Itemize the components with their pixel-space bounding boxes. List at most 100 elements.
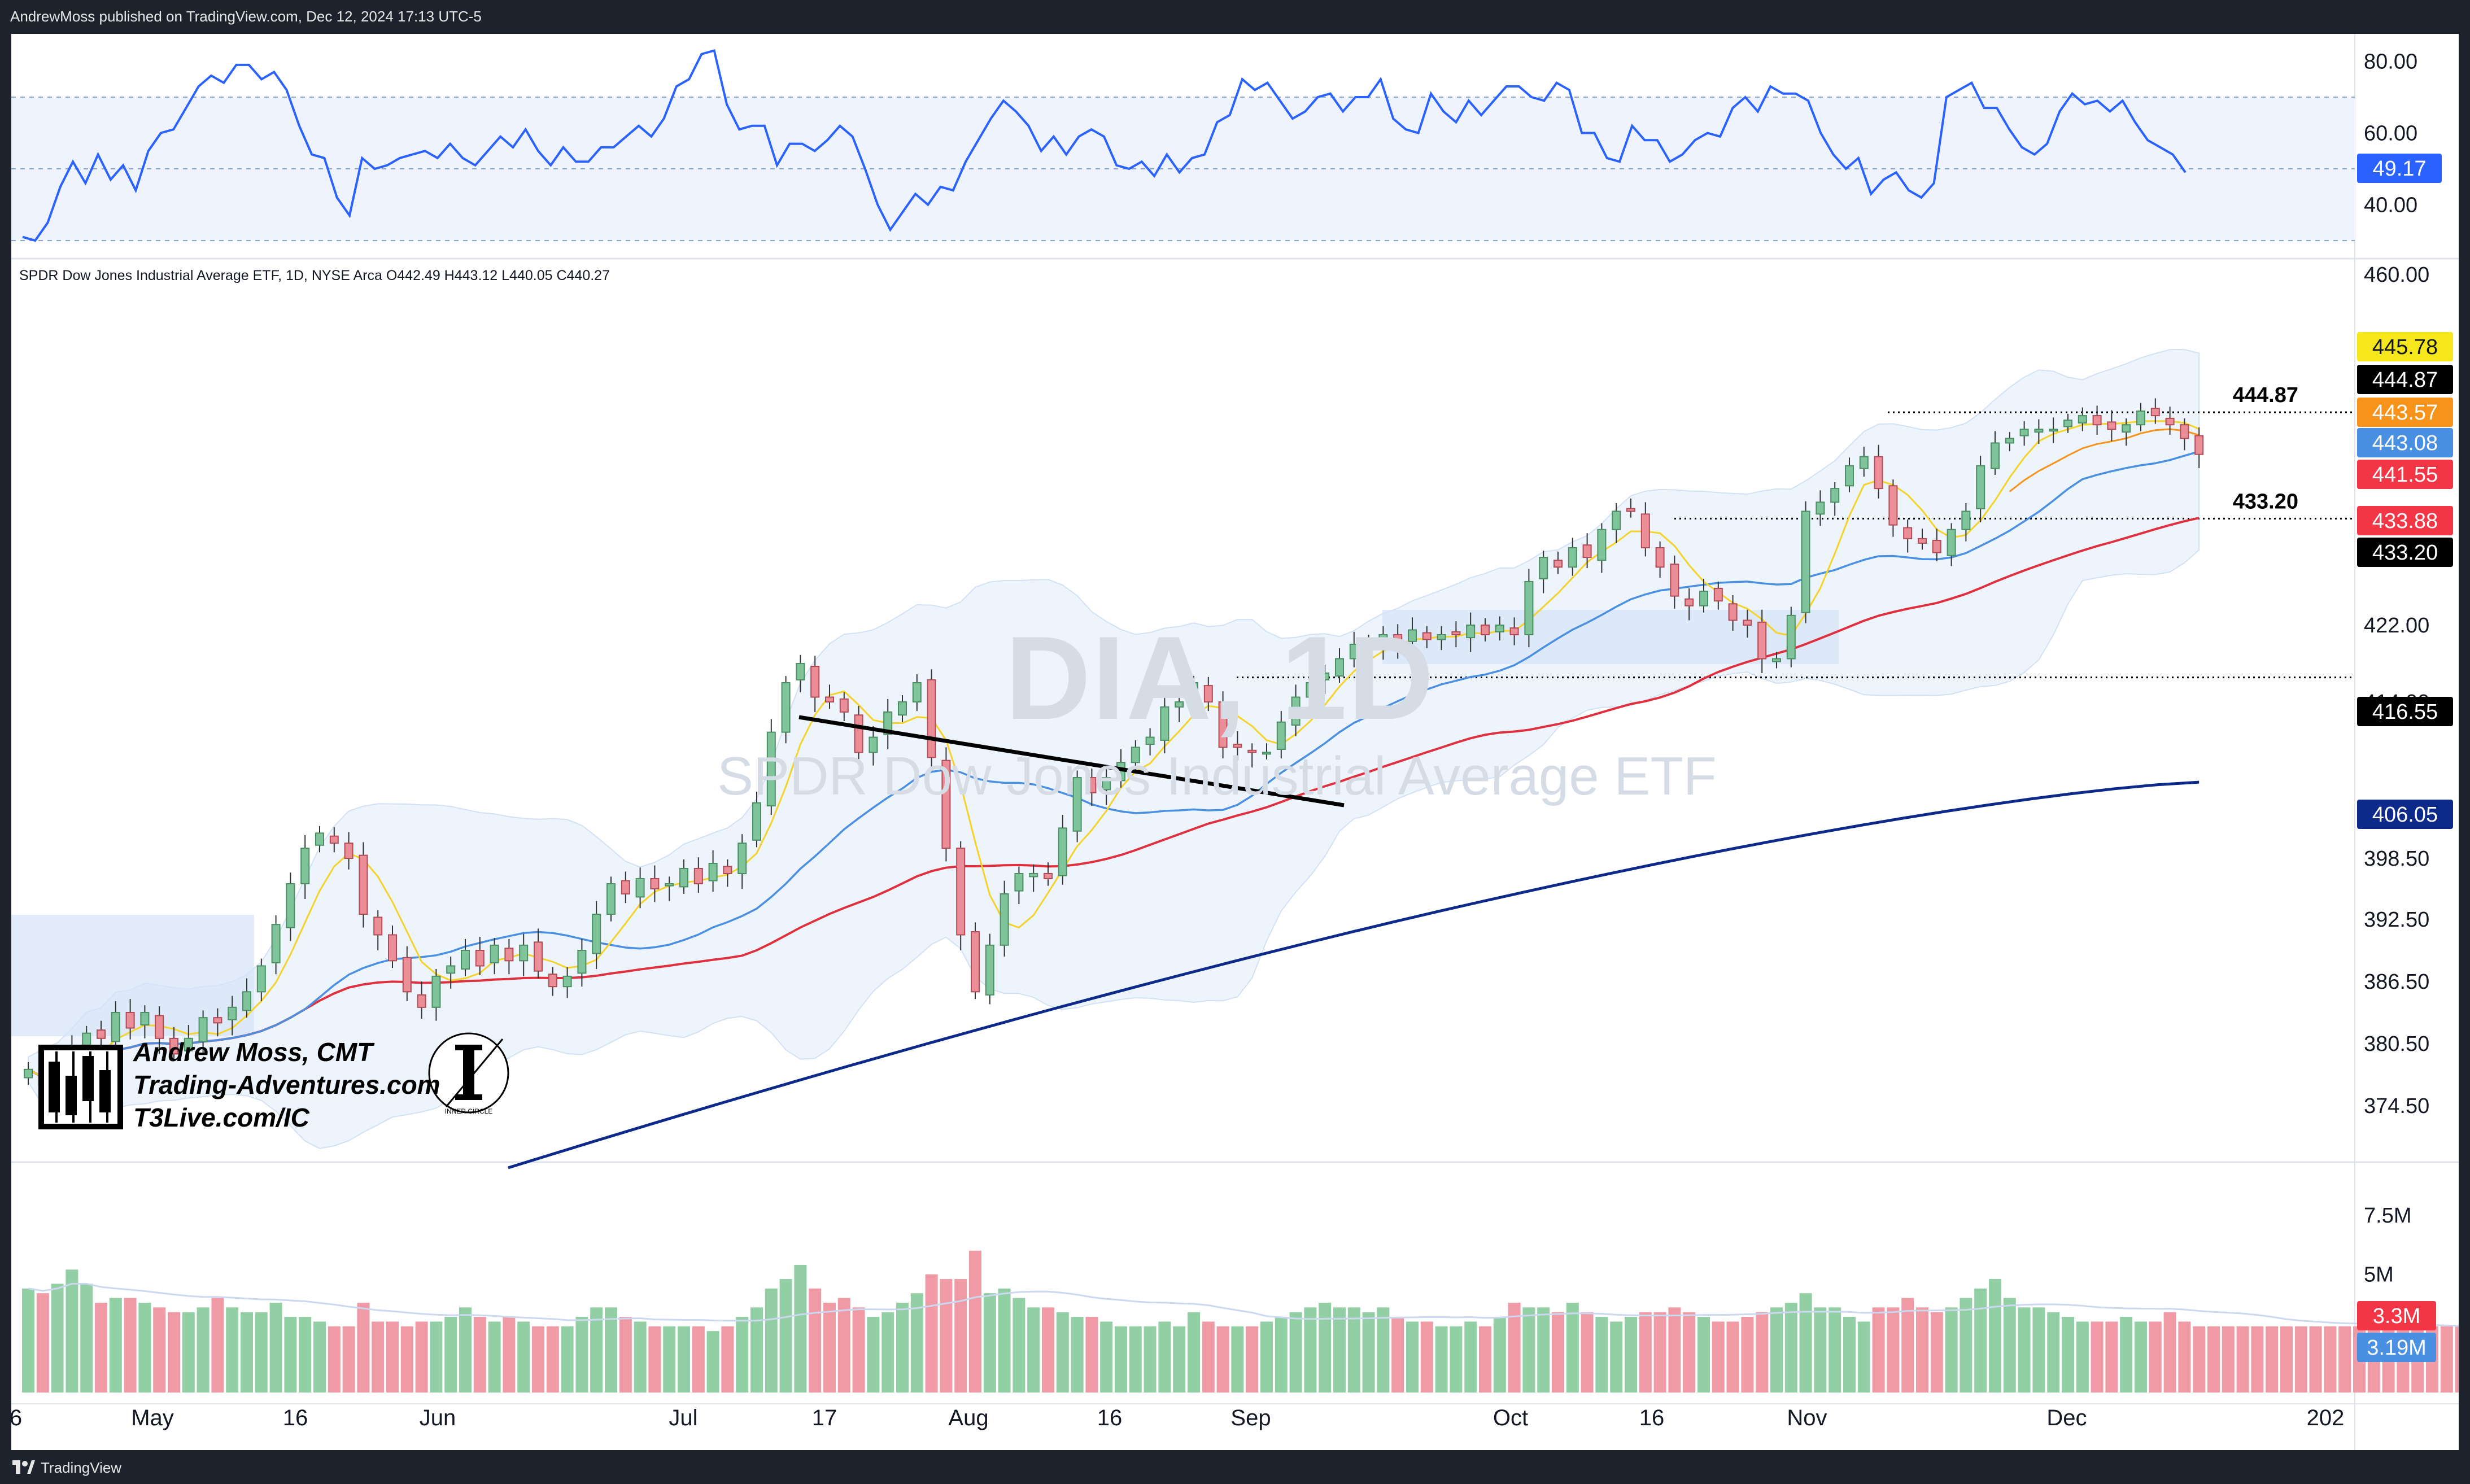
volume-bar xyxy=(1595,1317,1608,1393)
chart-canvas[interactable]: 444.87 433.20 80.00 60.00 40.00 49.17 460.00… xyxy=(11,34,2459,1450)
candle xyxy=(198,1010,208,1053)
volume-bar xyxy=(823,1302,836,1393)
candle xyxy=(1786,606,1796,667)
candle xyxy=(1072,770,1082,843)
volume-bar xyxy=(1260,1321,1273,1393)
horizontal-levels xyxy=(1237,411,2355,679)
candle-body xyxy=(1728,603,1738,621)
volume-ma-line xyxy=(28,1282,2459,1327)
candle-body xyxy=(1262,752,1271,755)
candle-body xyxy=(2107,421,2116,430)
candle-body xyxy=(431,975,441,1008)
volume-bar xyxy=(342,1326,355,1393)
candle-body xyxy=(941,760,951,849)
candle-body xyxy=(1203,685,1213,702)
candle-body xyxy=(2194,435,2204,455)
candle-body xyxy=(1102,777,1111,791)
price-tick: 392.50 xyxy=(2364,908,2429,932)
candle xyxy=(1932,529,1941,561)
candle xyxy=(1451,621,1461,648)
volume-bar xyxy=(1129,1326,1142,1393)
candle xyxy=(402,946,412,1001)
volume-bar xyxy=(2338,1326,2351,1393)
candle-body xyxy=(1509,627,1519,635)
volume-bar xyxy=(1814,1307,1827,1393)
volume-bar xyxy=(1552,1312,1564,1393)
volume-bar xyxy=(1042,1307,1054,1393)
candle xyxy=(621,871,630,904)
volume-bar xyxy=(1945,1307,1958,1393)
candle xyxy=(1888,479,1898,537)
candle xyxy=(2122,418,2131,446)
candle xyxy=(155,1006,164,1054)
candle xyxy=(898,695,907,722)
volume-bar xyxy=(1216,1326,1229,1393)
candle xyxy=(1640,502,1650,557)
candle xyxy=(2019,421,2029,446)
candle xyxy=(2034,419,2044,444)
volume-bar xyxy=(1362,1312,1375,1393)
volume-bar xyxy=(998,1288,1011,1393)
volume-bar xyxy=(940,1279,953,1393)
candle xyxy=(1685,588,1694,621)
volume-bar xyxy=(736,1317,749,1393)
volume-bar xyxy=(22,1288,34,1393)
volume-bar xyxy=(386,1321,399,1393)
candle-body xyxy=(2150,408,2160,417)
candle-body xyxy=(1451,631,1461,636)
volume-bar xyxy=(80,1284,93,1393)
candle xyxy=(1014,866,1024,904)
volume-bar xyxy=(809,1288,822,1393)
volume-bar xyxy=(663,1326,676,1393)
candle-body xyxy=(1612,510,1621,530)
candle xyxy=(431,969,441,1021)
tradingview-logo-icon xyxy=(12,1460,35,1474)
candle-body xyxy=(650,878,660,889)
candle-body xyxy=(1466,625,1476,639)
candle xyxy=(1203,676,1213,712)
candle-body xyxy=(1437,634,1446,640)
volume-bar xyxy=(1420,1321,1433,1393)
volume-bar xyxy=(546,1326,559,1393)
candle xyxy=(941,747,951,862)
volume-bar xyxy=(925,1274,938,1393)
time-tick: Nov xyxy=(1787,1406,1827,1430)
volume-bar xyxy=(634,1321,647,1393)
candle xyxy=(256,958,266,1001)
price-pane: 444.87 433.20 xyxy=(11,348,2355,1169)
candle-body xyxy=(1335,658,1344,677)
candle xyxy=(1553,551,1563,574)
volume-bar xyxy=(1537,1307,1550,1393)
candle xyxy=(417,981,426,1019)
volume-bar xyxy=(2309,1326,2322,1393)
candle xyxy=(1044,862,1053,886)
candle-body xyxy=(286,883,295,928)
candle xyxy=(1320,664,1330,695)
candle xyxy=(752,792,761,848)
candle xyxy=(1582,533,1592,568)
volume-bar xyxy=(1391,1317,1404,1393)
candle-body xyxy=(1816,501,1825,515)
candle-body xyxy=(2122,424,2131,433)
volume-bar xyxy=(1085,1317,1098,1393)
candle-body xyxy=(883,711,893,735)
volume-bar xyxy=(1960,1298,1972,1393)
price-tick: 380.50 xyxy=(2364,1032,2429,1056)
volume-badge xyxy=(2357,1301,2436,1330)
candle xyxy=(1102,766,1111,805)
candle xyxy=(2092,405,2102,435)
candle-body xyxy=(1247,749,1257,753)
volume-bar xyxy=(1610,1321,1623,1393)
volume-bar xyxy=(706,1331,719,1393)
candle xyxy=(446,957,456,989)
candle xyxy=(1816,490,1825,526)
candle-body xyxy=(1320,673,1330,680)
publisher-bar: AndrewMoss published on TradingView.com,… xyxy=(0,0,2470,34)
candle xyxy=(723,859,732,887)
price-badge-value: 443.08 xyxy=(2372,431,2438,455)
candle xyxy=(1349,631,1359,667)
volume-bar xyxy=(2251,1326,2264,1393)
volume-bar xyxy=(1231,1326,1244,1393)
candle xyxy=(1233,731,1242,761)
watermark-ticker: DIA, 1D xyxy=(1005,612,1435,744)
